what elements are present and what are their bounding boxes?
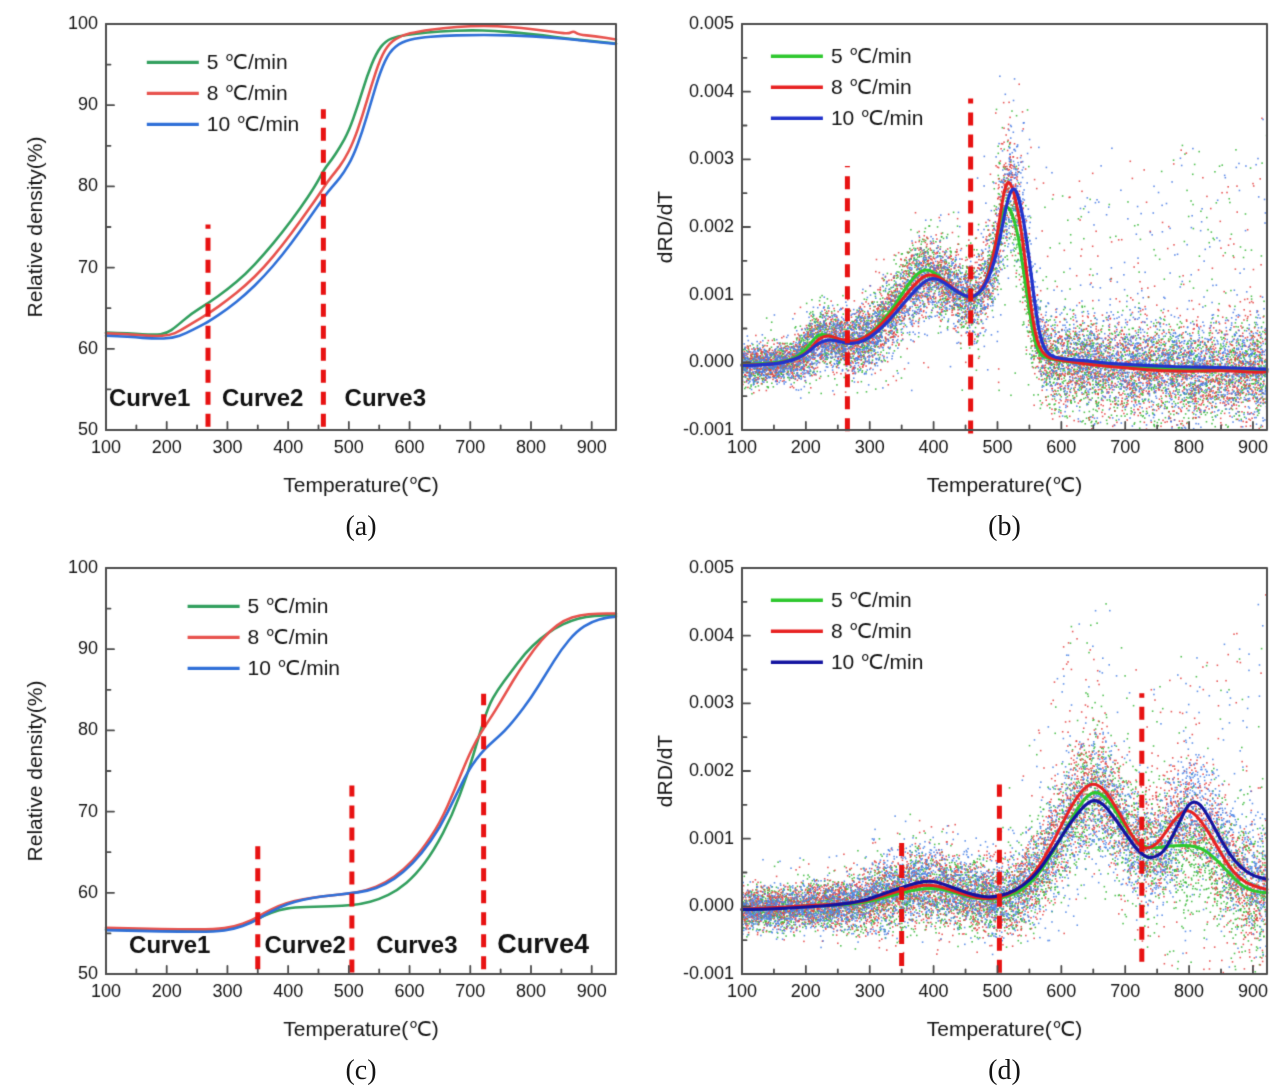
caption-c: (c) (345, 1055, 377, 1086)
chart-canvas-c (16, 552, 632, 1054)
panel-c-relative-density-chart: (c) (16, 552, 632, 1091)
panel-a-relative-density-chart: (a) (16, 8, 632, 548)
chart-canvas-d (646, 552, 1279, 1054)
panel-d-drddt-chart: (d) (646, 552, 1279, 1091)
caption-d: (d) (988, 1055, 1021, 1086)
chart-canvas-b (646, 8, 1279, 510)
chart-canvas-a (16, 8, 632, 510)
panel-b-drddt-chart: (b) (646, 8, 1279, 548)
caption-b: (b) (988, 511, 1021, 542)
caption-a: (a) (345, 511, 377, 542)
